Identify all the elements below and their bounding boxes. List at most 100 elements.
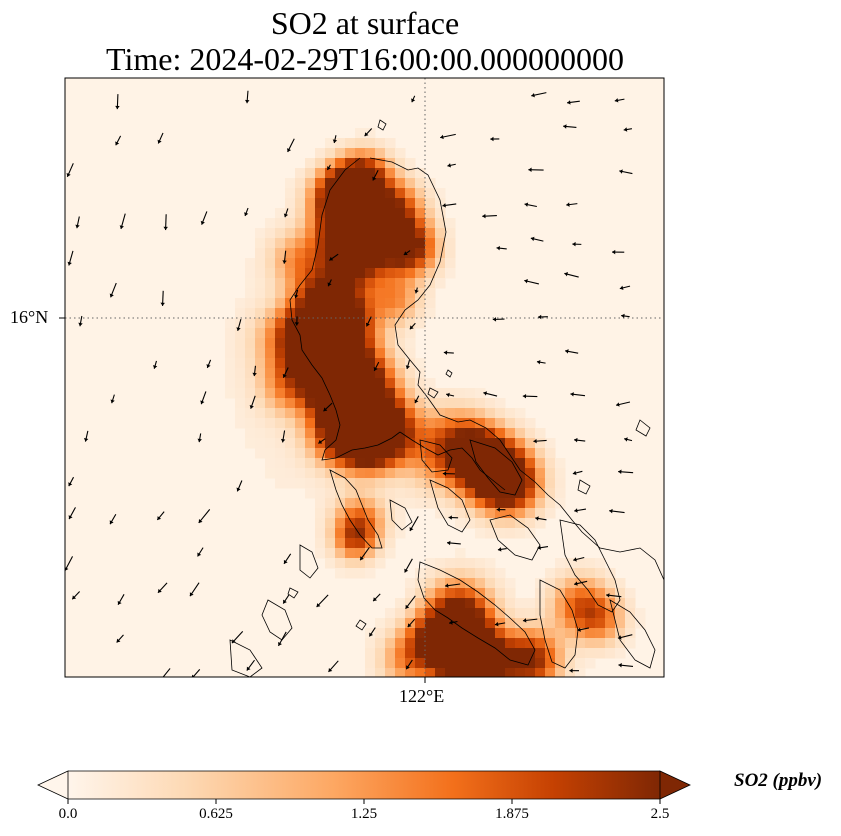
wind-arrow [574,437,586,443]
so2-cell [565,608,576,619]
so2-cell [325,308,336,319]
so2-cell [255,268,266,279]
so2-cell [285,238,296,249]
so2-cell [395,158,406,169]
wind-arrow [326,164,331,171]
so2-cell [375,308,386,319]
so2-cell [615,648,626,659]
so2-cell [395,528,406,539]
so2-cell [275,318,286,329]
wind-arrow [67,250,74,266]
wind-arrow [528,167,544,173]
so2-cell [365,318,376,329]
so2-cell [295,378,306,389]
wind-arrow [533,438,547,444]
so2-cell [525,528,536,539]
so2-cell [325,538,336,549]
so2-cell [365,158,376,169]
so2-cell [285,398,296,409]
so2-cell [375,528,386,539]
so2-cell [265,358,276,369]
wind-arrow [282,250,287,264]
so2-cell [495,668,506,677]
so2-cell [375,338,386,349]
wind-arrow [522,393,538,399]
so2-cell [615,638,626,649]
so2-cell [555,668,566,677]
so2-cell [225,368,236,379]
so2-cell [345,288,356,299]
so2-cell [365,468,376,479]
so2-cell [355,358,366,369]
so2-cell [305,238,316,249]
so2-cell [535,488,546,499]
so2-cell [255,438,266,449]
so2-cell [405,668,416,677]
so2-cell [335,208,346,219]
wind-arrow [373,361,380,372]
so2-cell [565,578,576,589]
so2-cell [265,228,276,239]
so2-cell [355,128,366,139]
so2-cell [345,488,356,499]
so2-cell [405,608,416,619]
wind-arrow [612,249,625,255]
so2-cell [325,358,336,369]
so2-cell [395,278,406,289]
so2-cell [375,178,386,189]
so2-cell [465,608,476,619]
so2-cell [415,318,426,329]
so2-cell [385,478,396,489]
so2-cell [345,188,356,199]
so2-cell [395,268,406,279]
wind-arrow [252,365,257,377]
so2-cell [365,348,376,359]
so2-cell [335,188,346,199]
so2-cell [545,468,556,479]
so2-cell [395,348,406,359]
so2-cell [555,478,566,489]
so2-cell [365,258,376,269]
so2-cell [425,298,436,309]
so2-cell [475,428,486,439]
so2-cell [495,418,506,429]
so2-cell [415,368,426,379]
so2-cell [355,468,366,479]
so2-cell [325,548,336,559]
wind-arrow [623,127,633,132]
so2-cell [325,158,336,169]
so2-cell [415,238,426,249]
so2-cell [355,178,366,189]
so2-cell [485,668,496,677]
so2-cell [295,298,306,309]
wind-arrow [574,508,587,513]
so2-cell [225,318,236,329]
so2-cell [495,468,506,479]
so2-cell [365,508,376,519]
colorbar-gradient [68,771,660,799]
so2-cell [595,598,606,609]
so2-cell [565,558,576,569]
so2-cell [415,308,426,319]
so2-cell [545,598,556,609]
so2-cell [365,668,376,677]
so2-cell [245,328,256,339]
so2-cell [335,308,346,319]
wind-arrow [414,287,419,294]
so2-cell [385,298,396,309]
so2-cell [245,418,256,429]
so2-cell [375,558,386,569]
so2-cell [535,498,546,509]
so2-cell [395,368,406,379]
so2-cell [275,338,286,349]
so2-cell [425,598,436,609]
so2-cell [305,278,316,289]
so2-cell [575,608,586,619]
wind-arrow [68,476,75,487]
so2-cell [475,618,486,629]
so2-cell [405,378,416,389]
so2-cell [405,218,416,229]
so2-cell [355,548,366,559]
so2-cell [355,208,366,219]
so2-cell [425,608,436,619]
